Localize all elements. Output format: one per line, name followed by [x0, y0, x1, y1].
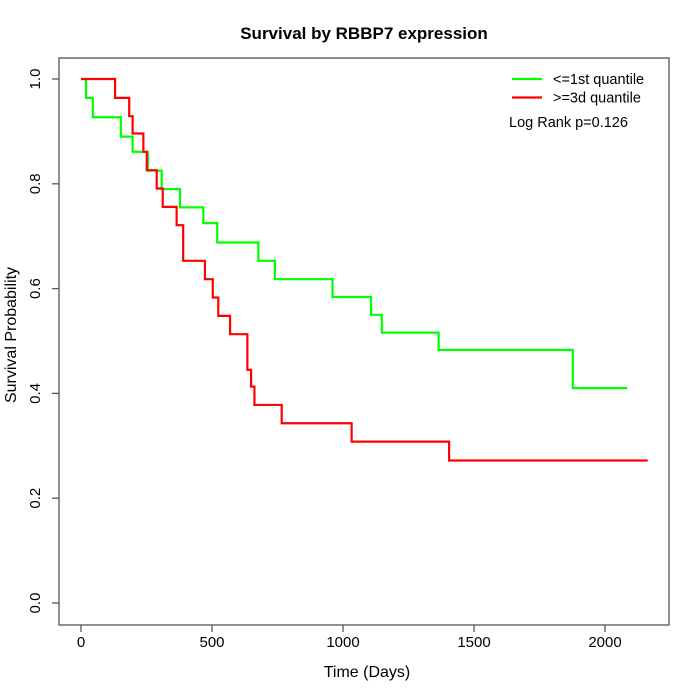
x-tick-label: 0 [77, 634, 85, 651]
y-tick-label: 0.6 [27, 278, 44, 299]
y-tick-label: 1.0 [27, 69, 44, 90]
y-axis-ticks: 0.0 0.2 0.4 0.6 0.8 1.0 [27, 69, 59, 614]
log-rank-p-value: Log Rank p=0.126 [509, 115, 628, 131]
y-tick-label: 0.4 [27, 383, 44, 404]
y-axis-label: Survival Probability [3, 267, 20, 403]
x-tick-label: 1500 [457, 634, 490, 651]
km-curve-series-0 [81, 77, 628, 390]
x-tick-label: 2000 [588, 634, 621, 651]
x-tick-label: 1000 [326, 634, 359, 651]
y-tick-label: 0.2 [27, 488, 44, 509]
legend: <=1st quantile >=3d quantile Log Rank p=… [509, 72, 644, 131]
chart-title: Survival by RBBP7 expression [240, 24, 488, 43]
x-tick-label: 500 [199, 634, 224, 651]
x-axis-ticks: 0 500 1000 1500 2000 [77, 625, 622, 651]
y-tick-label: 0.0 [27, 593, 44, 614]
y-tick-label: 0.8 [27, 173, 44, 194]
legend-label-3d-quantile: >=3d quantile [553, 91, 641, 107]
legend-label-1st-quantile: <=1st quantile [553, 72, 644, 88]
survival-curves [81, 77, 648, 462]
km-curve-series-1 [81, 77, 648, 462]
x-axis-label: Time (Days) [324, 664, 411, 681]
plot-area-border [58, 57, 670, 626]
